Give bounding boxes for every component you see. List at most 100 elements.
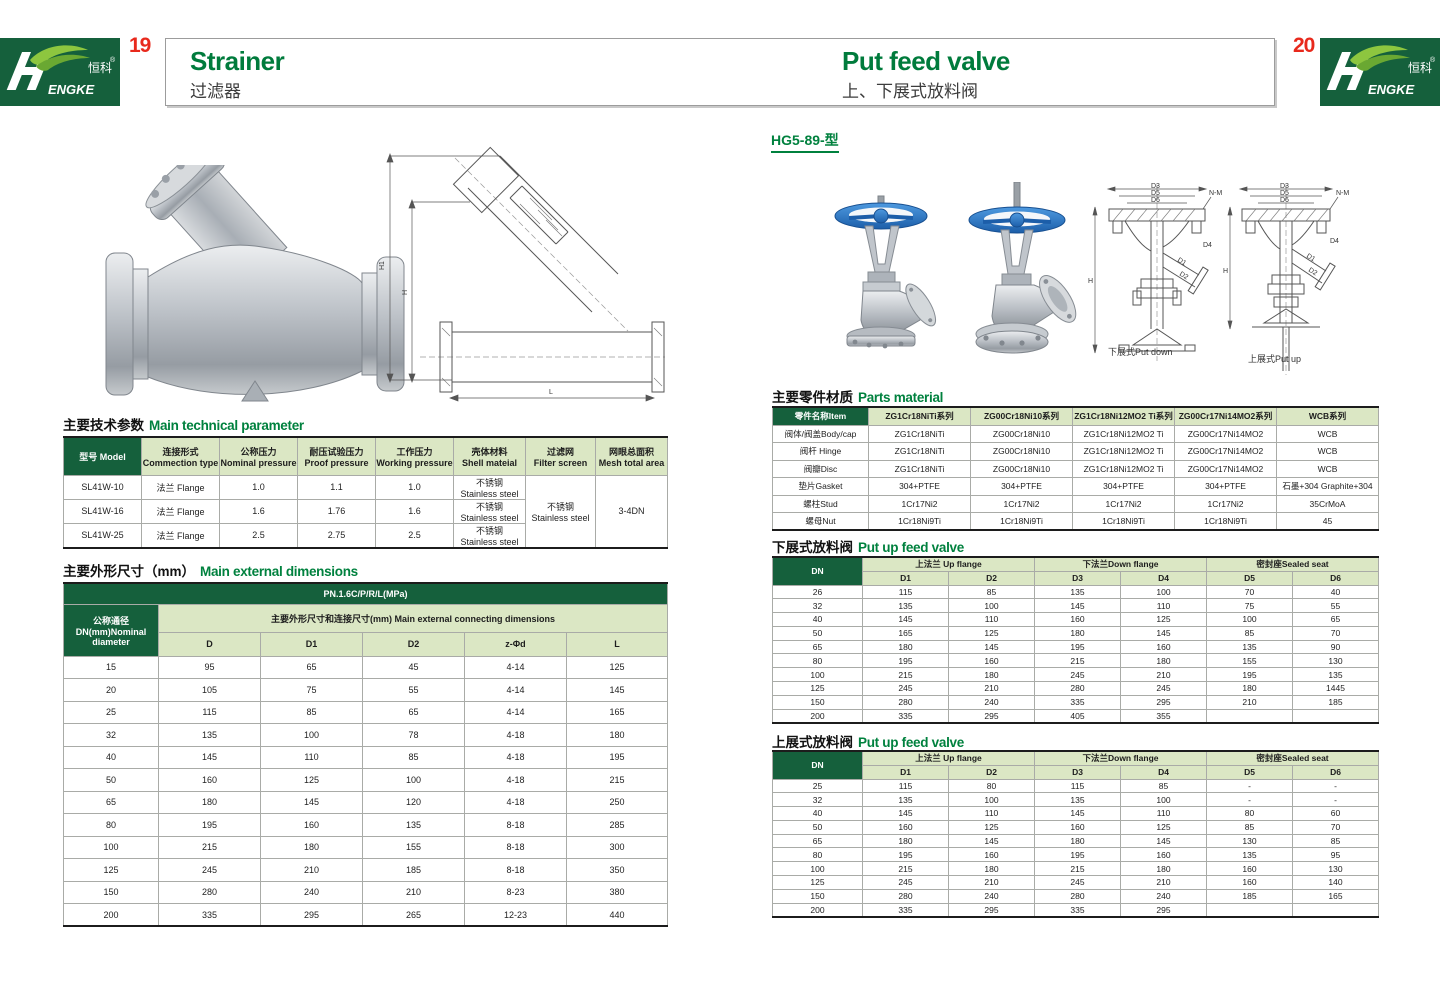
cell: 280 [1034,681,1121,696]
cell: 380 [565,880,669,904]
cell [1206,708,1293,724]
cell: 1.76 [297,498,376,524]
cell: SL41W-16 [63,498,142,524]
svg-text:D3: D3 [1280,183,1289,190]
table-row: 螺母Nut 1Cr18Ni9Ti 1Cr18Ni9Ti 1Cr18Ni9Ti 1Cr18… [772,512,1379,531]
cell: 335 [1034,694,1121,710]
cell: 180 [1120,653,1207,669]
cell: 195 [862,847,949,863]
table-row: 32 135 100 78 4-18 180 [63,723,669,747]
cell: ZG1Cr18Ni12MO2 Ti [1072,424,1175,443]
col-d5: D5 [1206,570,1293,586]
table-row: 40 145 110 145 110 80 60 [772,806,1379,821]
svg-text:D6: D6 [1280,197,1289,204]
cell: 210 [260,858,363,882]
col-d3: D3 [1034,570,1121,586]
cell: 125 [948,625,1035,641]
cell: 160 [1206,875,1293,890]
cell: 15 [63,655,159,679]
col-working: 工作压力 Working pressure [375,436,454,476]
cell: 295 [1120,902,1207,918]
table-row: 50 160 125 160 125 85 70 [772,819,1379,835]
svg-text:N-M: N-M [1209,190,1222,197]
cell: 135 [158,723,261,747]
left-page-subtitle: 过滤器 [190,82,241,101]
cell: 180 [862,833,949,849]
parts-material-title: 主要零件材质 Parts material [772,390,944,405]
svg-text:ENGKE: ENGKE [48,82,95,97]
cell: 350 [565,858,669,882]
col-connection: 连接形式 Commection type [141,436,220,476]
cell: WCB [1276,442,1379,461]
cell: ZG00Cr17Ni14MO2 [1174,424,1277,443]
cell: 110 [1120,598,1207,614]
cell: 1Cr18Ni9Ti [868,512,971,531]
cell: 285 [565,813,669,837]
cell: 85 [362,745,465,769]
cell: 440 [565,903,669,927]
cell: 145 [158,745,261,769]
cell: 215 [1034,653,1121,669]
cell: 45 [362,655,465,679]
put-down-dimensions-table: DN 上法兰 Up flange 下法兰Down flange 密封座Seale… [772,556,1379,724]
col-d5: D5 [1206,764,1293,780]
cell: 65 [260,655,363,679]
svg-text:D2: D2 [1307,267,1318,278]
col-d2: D2 [362,631,465,657]
cell: 130 [1206,833,1293,849]
cell: 180 [260,835,363,859]
cell: 40 [63,745,159,769]
svg-text:H: H [1088,278,1093,285]
cell: 4-18 [464,745,567,769]
col-item: 零件名称Item [772,406,869,426]
cell: 螺母Nut [772,512,869,531]
pn-header: PN.1.6C/P/R/L(MPa) [62,582,669,605]
table-row: 阀瓣Disc ZG1Cr18NiTi ZG00Cr18Ni10 ZG1Cr18Ni12… [772,459,1379,478]
cell: 65 [772,833,863,849]
cell: 45 [1276,512,1379,531]
cell: 110 [1120,806,1207,821]
cell: 32 [63,723,159,747]
cell: 295 [1120,694,1207,710]
cell: 1Cr17Ni2 [1072,494,1175,513]
cell: 100 [948,792,1035,808]
svg-text:L: L [549,389,553,396]
cell: 70 [1292,625,1379,641]
cell: - [1206,792,1293,808]
cell: 垫片Gasket [772,477,869,496]
svg-text:®: ® [110,56,116,64]
cell: 160 [1034,819,1121,835]
cell: 8-18 [464,858,567,882]
cell: 阀瓣Disc [772,459,869,478]
cell: 65 [772,639,863,655]
table-row: 100 215 180 245 210 195 135 [772,667,1379,683]
table-row: SL41W-16 法兰 Flange 1.6 1.76 1.6 不锈钢 Stai… [63,498,668,524]
cell: 115 [1034,778,1121,794]
cell: 65 [1292,612,1379,627]
col-d1: D1 [260,631,363,657]
dn-header: 公称通径 DN(mm)Nominal diameter [63,603,159,657]
table-row: 125 245 210 245 210 160 140 [772,875,1379,890]
cell: 200 [63,903,159,927]
strainer-technical-drawing: H1 H L [379,146,665,402]
cell: 115 [862,584,949,600]
tech-parameter-title: 主要技术参数 Main technical parameter [63,418,304,433]
cell: 180 [1034,833,1121,849]
cell [1206,902,1293,918]
cell: 4-18 [464,790,567,814]
brand-logo-right: ENGKE 恒科 ® [1320,38,1440,106]
cell: ZG1Cr18Ni12MO2 Ti [1072,459,1175,478]
cell: 135 [1206,639,1293,655]
cell: 335 [1034,902,1121,918]
cell: 245 [1034,667,1121,683]
cell: 240 [260,880,363,904]
cell: 245 [862,681,949,696]
right-page-title-group: Put feed valve 上、下展式放料阀 [842,48,1010,102]
cell: 195 [1034,847,1121,863]
cell: 阀杆 Hinge [772,442,869,461]
cell: 304+PTFE [970,477,1073,496]
cell: 85 [260,700,363,724]
table-row: 200 335 295 335 295 [772,902,1379,918]
put-down-drawing-caption: 下展式Put down [1108,347,1173,357]
table-row: 25 115 80 115 85- - [772,778,1379,794]
